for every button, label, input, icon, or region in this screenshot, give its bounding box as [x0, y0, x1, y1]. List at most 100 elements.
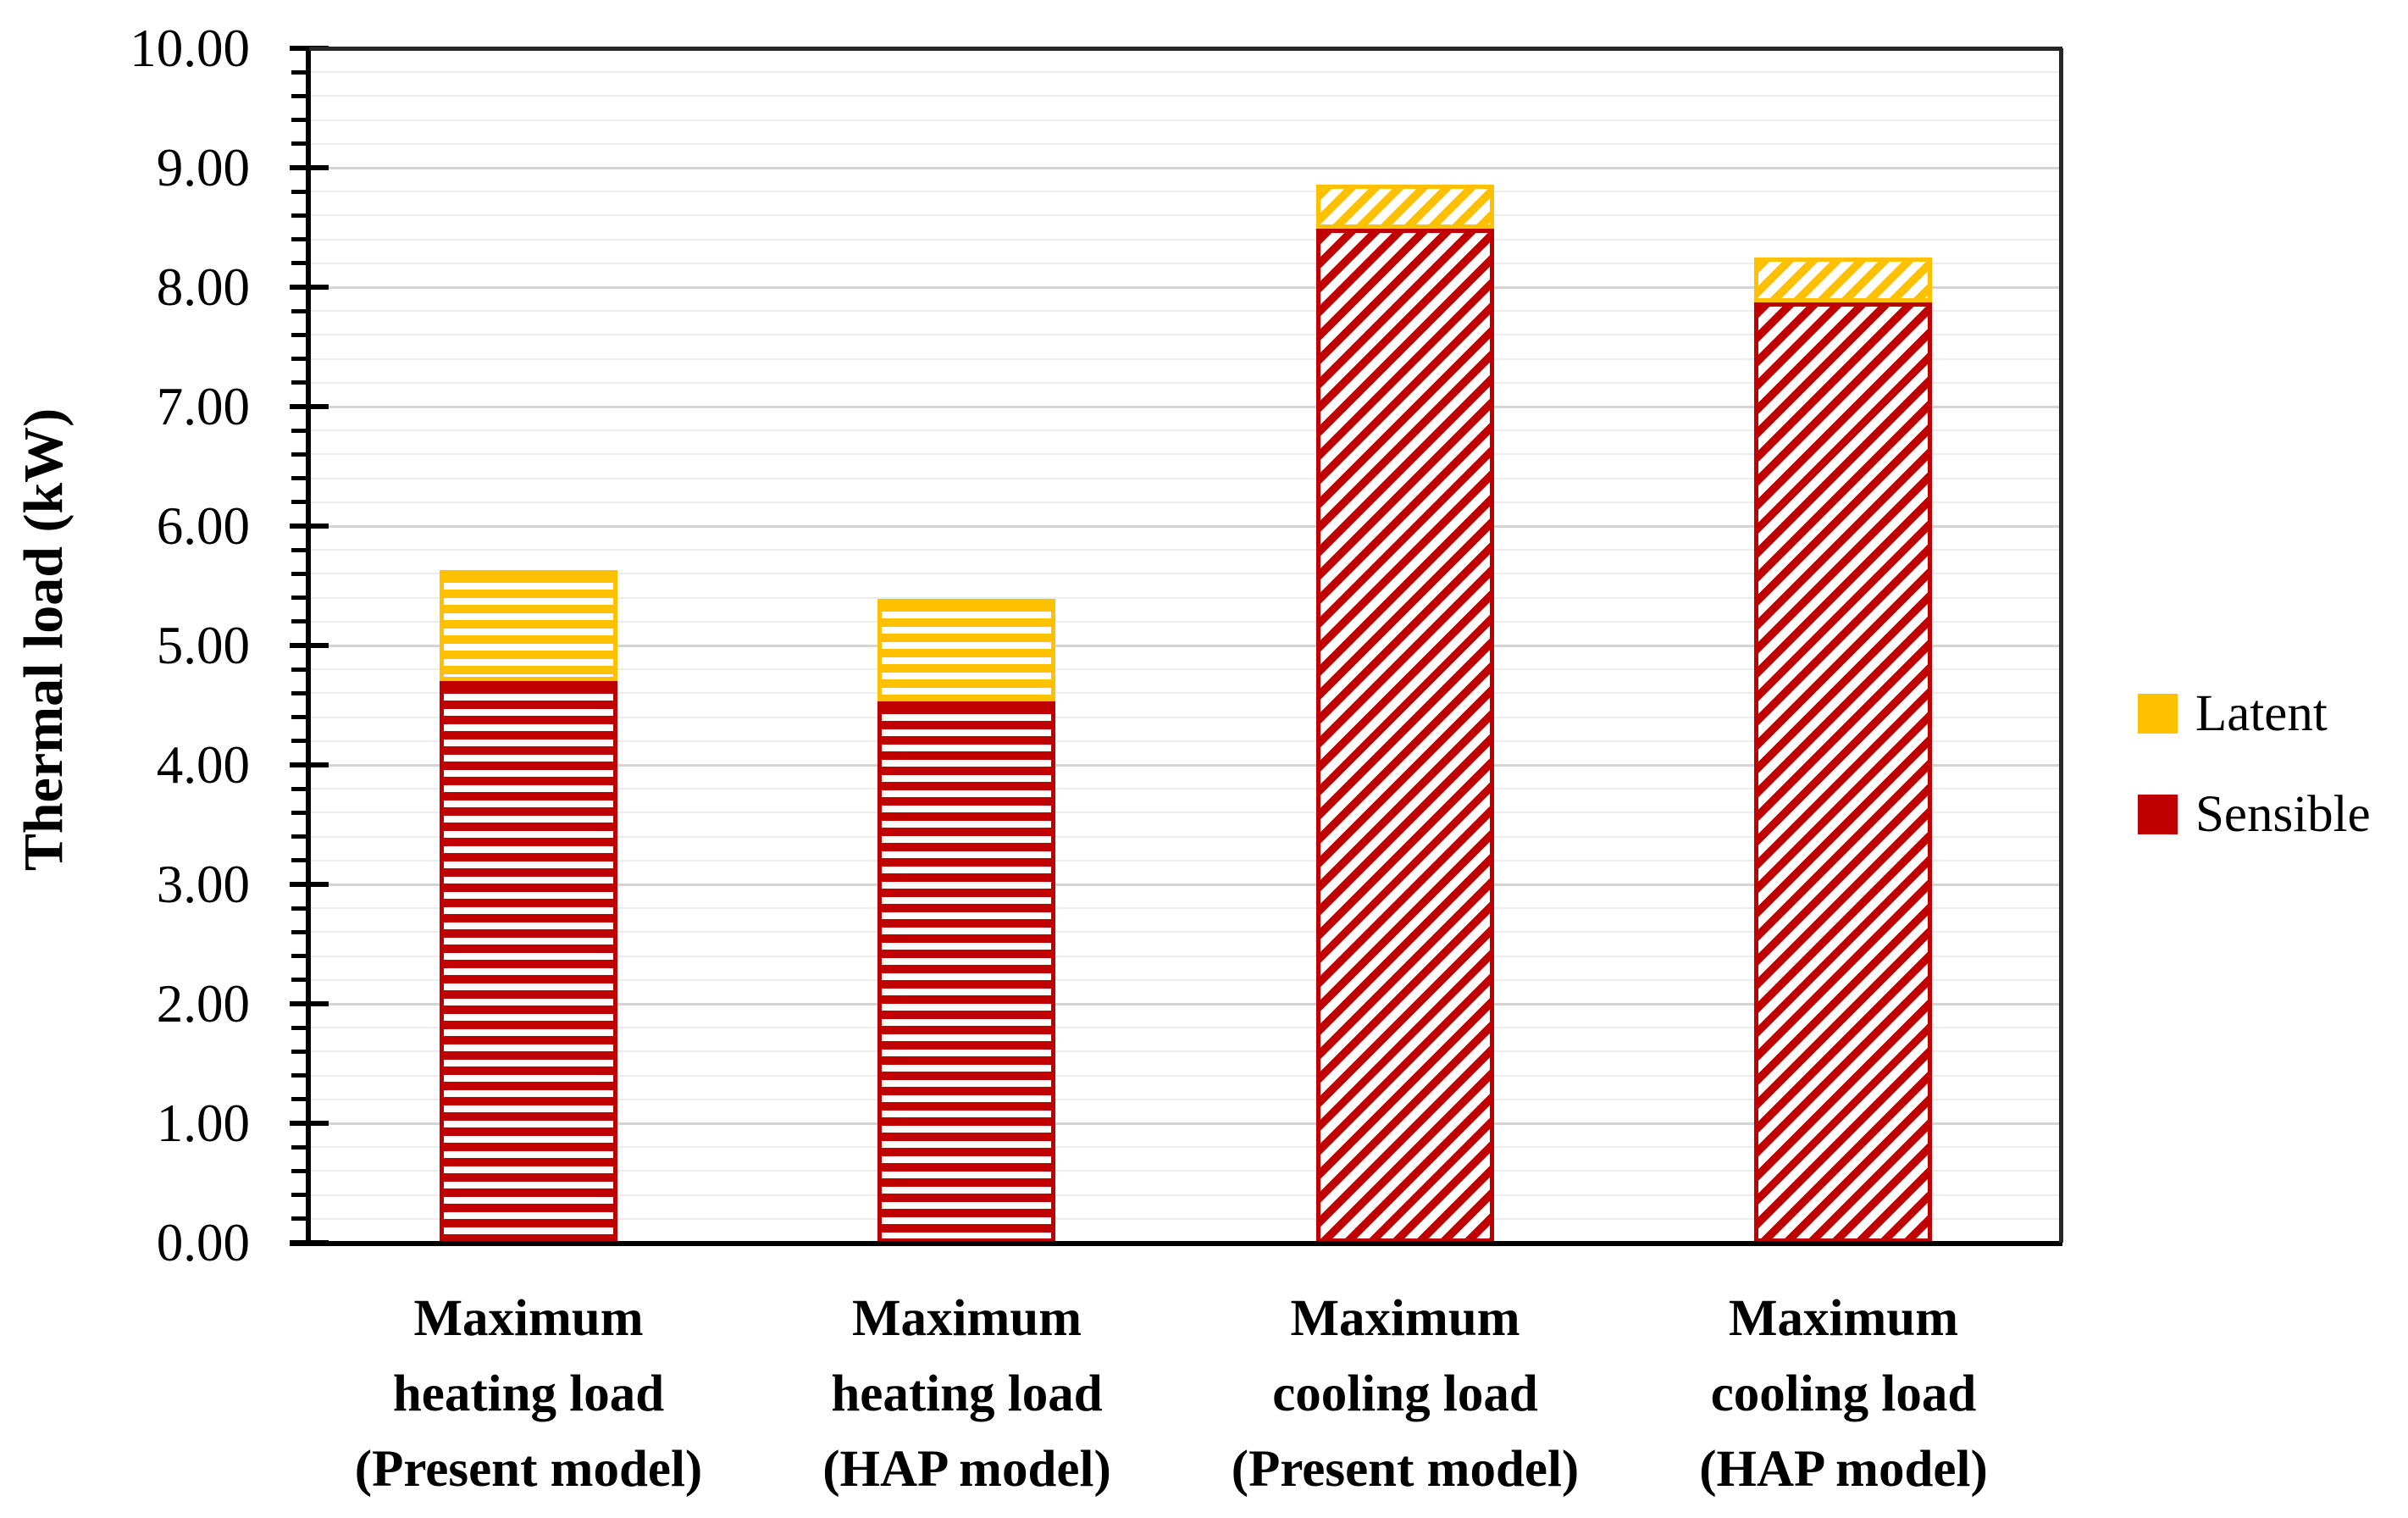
legend-label: Sensible	[2195, 786, 2371, 843]
major-gridline	[309, 763, 2062, 767]
minor-gridline	[309, 501, 2062, 503]
bar-segment-latent	[1315, 184, 1494, 229]
category-label-line: (HAP model)	[822, 1441, 1111, 1498]
minor-gridline	[309, 429, 2062, 432]
minor-gridline	[309, 859, 2062, 861]
minor-gridline	[309, 95, 2062, 97]
y-minor-tick	[291, 858, 309, 863]
major-gridline	[309, 285, 2062, 289]
major-gridline	[309, 524, 2062, 528]
minor-gridline	[309, 549, 2062, 551]
major-gridline	[309, 405, 2062, 408]
minor-gridline	[309, 692, 2062, 695]
y-minor-tick	[291, 810, 309, 815]
y-minor-tick	[291, 1193, 309, 1198]
minor-gridline	[309, 1098, 2062, 1100]
y-minor-tick	[291, 906, 309, 911]
minor-gridline	[309, 381, 2062, 384]
category-label-line: cooling load	[1710, 1366, 1977, 1422]
category-label-line: (HAP model)	[1699, 1441, 1988, 1498]
category-label: Maximum heating load (HAP model)	[748, 1281, 1187, 1507]
major-gridline	[309, 1002, 2062, 1006]
category-label: Maximum cooling load (Present model)	[1186, 1281, 1625, 1507]
major-gridline	[309, 883, 2062, 886]
minor-gridline	[309, 334, 2062, 336]
bar-segment-sensible	[439, 681, 617, 1243]
minor-gridline	[309, 1170, 2062, 1172]
legend-label: Latent	[2195, 685, 2328, 742]
y-tick-label: 1.00	[156, 1094, 250, 1153]
y-minor-tick	[291, 547, 309, 552]
bar-segment-sensible	[1754, 302, 1933, 1243]
minor-gridline	[309, 142, 2062, 145]
y-minor-tick	[291, 978, 309, 983]
category-label-line: heating load	[831, 1366, 1103, 1422]
minor-gridline	[309, 1146, 2062, 1149]
minor-gridline	[309, 907, 2062, 910]
y-minor-tick	[291, 452, 309, 457]
minor-gridline	[309, 812, 2062, 814]
y-minor-tick	[291, 237, 309, 242]
y-minor-tick	[291, 954, 309, 959]
minor-gridline	[309, 835, 2062, 838]
y-minor-tick	[291, 619, 309, 624]
category-label-line: Maximum	[413, 1290, 644, 1347]
y-tick-label: 8.00	[156, 258, 250, 317]
legend-swatch-sensible	[2138, 795, 2178, 834]
y-minor-tick	[291, 380, 309, 385]
y-tick-label: 6.00	[156, 496, 250, 556]
y-minor-tick	[291, 189, 309, 194]
y-minor-tick	[291, 69, 309, 75]
y-tick-label: 10.00	[130, 19, 250, 78]
minor-gridline	[309, 1217, 2062, 1220]
y-tick-label: 4.00	[156, 735, 250, 795]
minor-gridline	[309, 214, 2062, 217]
y-minor-tick	[291, 834, 309, 839]
category-label: Maximum heating load (Present model)	[309, 1281, 748, 1507]
y-tick-label: 2.00	[156, 974, 250, 1033]
minor-gridline	[309, 740, 2062, 742]
minor-gridline	[309, 788, 2062, 790]
minor-gridline	[309, 978, 2062, 981]
y-minor-tick	[291, 596, 309, 601]
minor-gridline	[309, 357, 2062, 360]
legend-item-sensible: Sensible	[2138, 789, 2371, 840]
y-minor-tick	[291, 1073, 309, 1078]
bar-segment-latent	[877, 599, 1056, 702]
bar-segment-sensible	[877, 701, 1056, 1243]
y-tick-label: 3.00	[156, 855, 250, 914]
minor-gridline	[309, 1194, 2062, 1196]
plot-border-right	[2059, 48, 2063, 1243]
y-minor-tick	[291, 476, 309, 481]
minor-gridline	[309, 931, 2062, 934]
y-minor-tick	[291, 261, 309, 266]
minor-gridline	[309, 238, 2062, 241]
category-label-line: Maximum	[851, 1290, 1082, 1347]
y-minor-tick	[291, 332, 309, 337]
category-label-line: Maximum	[1290, 1290, 1520, 1347]
bar-segment-sensible	[1315, 228, 1494, 1243]
category-label-line: Maximum	[1728, 1290, 1959, 1347]
y-tick-label: 0.00	[156, 1213, 250, 1272]
y-minor-tick	[291, 213, 309, 218]
major-gridline	[309, 1122, 2062, 1125]
minor-gridline	[309, 1050, 2062, 1053]
y-tick-label: 7.00	[156, 377, 250, 436]
minor-gridline	[309, 71, 2062, 74]
legend-item-latent: Latent	[2138, 688, 2328, 740]
minor-gridline	[309, 477, 2062, 479]
minor-gridline	[309, 1074, 2062, 1077]
major-gridline	[309, 644, 2062, 647]
y-minor-tick	[291, 667, 309, 672]
y-minor-tick	[291, 1168, 309, 1173]
y-minor-tick	[291, 357, 309, 362]
category-label-line: heating load	[392, 1366, 665, 1422]
minor-gridline	[309, 453, 2062, 456]
y-minor-tick	[291, 428, 309, 433]
y-minor-tick	[291, 715, 309, 720]
y-minor-tick	[291, 1025, 309, 1030]
bar-segment-latent	[439, 570, 617, 682]
bar-segment-latent	[1754, 257, 1933, 303]
minor-gridline	[309, 310, 2062, 313]
